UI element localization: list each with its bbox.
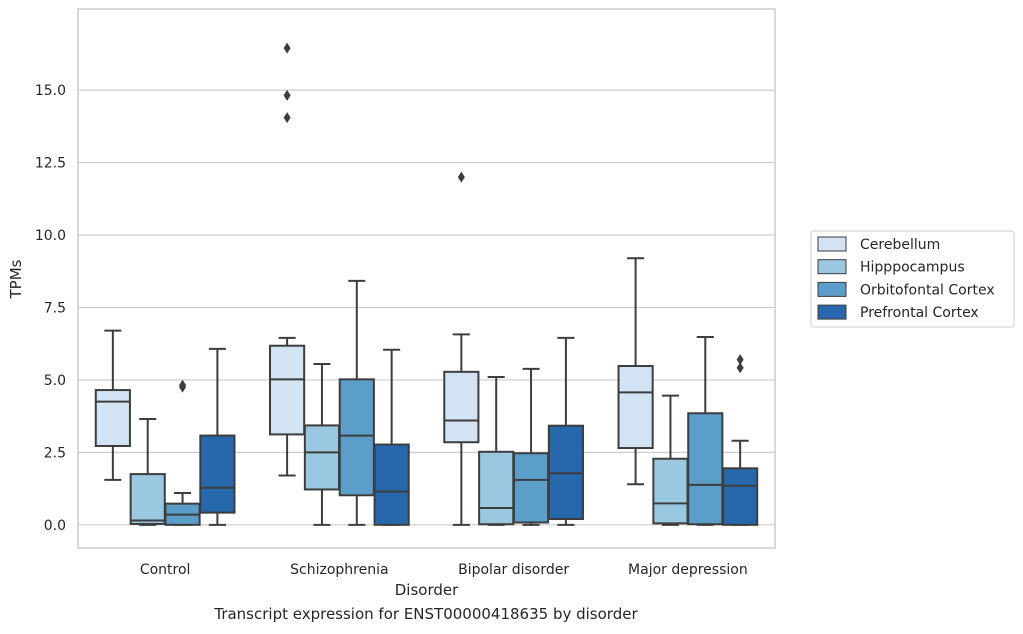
figure-caption: Transcript expression for ENST0000041863…: [214, 605, 638, 623]
box-group: [164, 379, 201, 526]
box: [512, 452, 550, 524]
x-tick-label: Bipolar disorder: [458, 562, 569, 578]
legend-frame: [810, 230, 1015, 328]
box-group: [478, 376, 515, 526]
x-tick-label: Major depression: [628, 562, 748, 578]
outlier-point: [283, 42, 291, 54]
legend-swatch: [817, 304, 847, 320]
box: [687, 412, 724, 526]
y-tick-labels: 0.0 2.5 5.0 7.5 10.0 12.5 15.0: [35, 83, 66, 534]
box-group: [443, 171, 480, 526]
box-group: [373, 348, 410, 526]
x-axis-label: Disorder: [395, 581, 459, 599]
legend-swatch: [817, 281, 847, 297]
outlier-point: [283, 112, 291, 124]
box-group: [687, 336, 724, 526]
outlier-point: [736, 354, 744, 366]
outlier-point: [283, 89, 291, 101]
y-tick-label: 10.0: [35, 228, 66, 244]
legend-swatch: [817, 236, 847, 252]
box: [478, 450, 515, 526]
box: [94, 389, 131, 447]
box: [373, 443, 410, 526]
legend-label: Orbitofontal Cortex: [860, 282, 995, 298]
outlier-point: [457, 171, 465, 183]
y-tick-label: 15.0: [35, 83, 66, 99]
legend-swatch: [817, 259, 847, 275]
box: [652, 457, 689, 525]
plot-frame: [77, 8, 776, 549]
gridlines: [78, 89, 775, 526]
y-axis-label: TPMs: [7, 259, 25, 299]
x-tick-labels: Control Schizophrenia Bipolar disorder Majo…: [140, 562, 748, 578]
box-group: [303, 362, 341, 526]
box: [338, 378, 375, 497]
legend-label: Prefrontal Cortex: [860, 305, 979, 321]
box: [303, 424, 341, 491]
box: [269, 344, 306, 436]
y-tick-label: 2.5: [44, 445, 66, 461]
box: [722, 467, 759, 526]
y-tick-label: 7.5: [44, 300, 66, 316]
box-group: [652, 394, 689, 526]
box-group: [617, 257, 654, 486]
y-tick-label: 0.0: [44, 518, 66, 534]
box-group: [94, 329, 131, 481]
outlier-point: [179, 379, 187, 391]
boxes: [94, 42, 759, 526]
box-group: [512, 367, 550, 526]
box: [129, 473, 166, 525]
box-group: [269, 42, 306, 477]
box-group: [199, 347, 236, 526]
y-tick-label: 5.0: [44, 373, 66, 389]
legend-label: Cerebellum: [860, 237, 940, 253]
x-tick-label: Control: [140, 562, 191, 578]
box: [617, 365, 654, 450]
legend-label: Hipppocampus: [860, 260, 965, 276]
y-tick-label: 12.5: [35, 156, 66, 172]
x-tick-label: Schizophrenia: [290, 562, 388, 578]
box: [443, 370, 480, 444]
box-group: [722, 354, 759, 526]
outlier-point: [736, 362, 744, 374]
box-group: [129, 418, 166, 526]
box: [199, 434, 236, 514]
box-group: [547, 336, 584, 526]
box-group: [338, 279, 375, 526]
legend: Cerebellum Hipppocampus Orbitofontal Corte…: [810, 230, 1015, 328]
